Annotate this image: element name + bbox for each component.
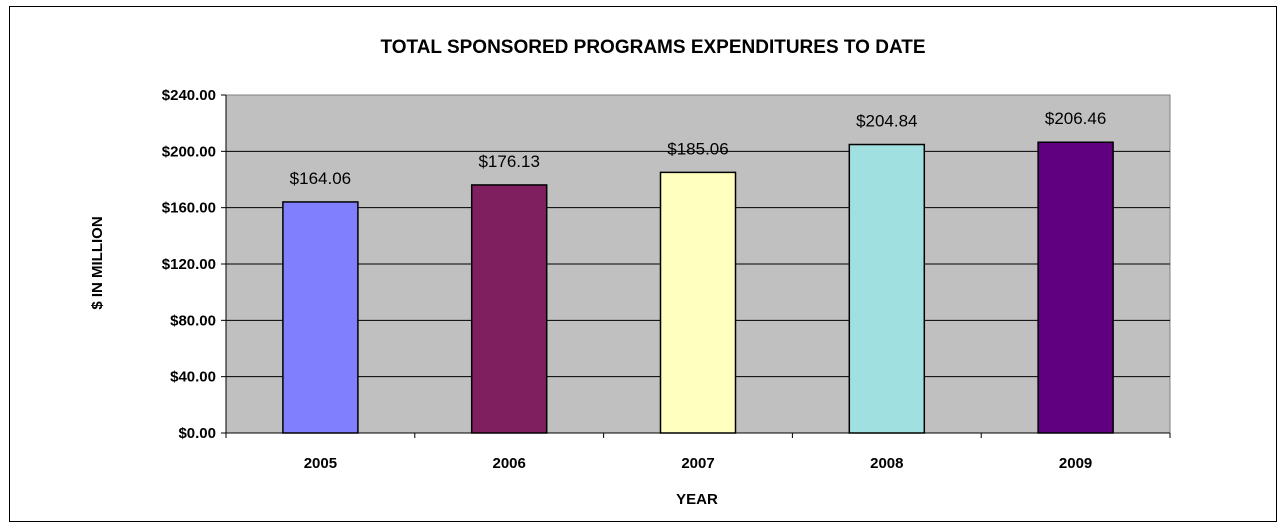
x-tick-label-2007: 2007 bbox=[681, 455, 714, 472]
y-tick-label: $80.00 bbox=[170, 312, 216, 329]
data-label-2009: $206.46 bbox=[1045, 109, 1106, 128]
bars bbox=[282, 141, 1114, 434]
y-tick-label: $160.00 bbox=[162, 200, 216, 217]
data-label-2008: $204.84 bbox=[856, 112, 917, 131]
bar-2006 bbox=[470, 184, 548, 434]
data-labels: $164.06 $176.13 $185.06 $204.84 $206.46 bbox=[290, 109, 1107, 188]
bar-2007 bbox=[659, 171, 737, 434]
x-axis-ticks: 2005 2006 2007 2008 2009 bbox=[225, 433, 1171, 472]
y-axis-title: $ IN MILLION bbox=[89, 216, 106, 309]
data-label-2007: $185.06 bbox=[667, 139, 728, 158]
data-label-2005: $164.06 bbox=[290, 169, 351, 188]
x-tick-label-2005: 2005 bbox=[304, 455, 337, 472]
bar-2009 bbox=[1037, 141, 1114, 434]
x-tick-label-2006: 2006 bbox=[493, 455, 526, 472]
data-label-2006: $176.13 bbox=[478, 152, 539, 171]
bar-2005 bbox=[282, 201, 359, 434]
y-tick-label: $0.00 bbox=[178, 425, 216, 442]
chart-title: TOTAL SPONSORED PROGRAMS EXPENDITURES TO… bbox=[380, 37, 925, 58]
x-tick-label-2009: 2009 bbox=[1059, 455, 1092, 472]
bar-chart: TOTAL SPONSORED PROGRAMS EXPENDITURES TO… bbox=[89, 37, 1171, 508]
x-axis-title: YEAR bbox=[676, 491, 718, 508]
bar-2008 bbox=[848, 143, 926, 434]
y-tick-label: $240.00 bbox=[162, 87, 216, 104]
x-tick-label-2008: 2008 bbox=[870, 455, 903, 472]
y-axis-ticks: $0.00 $40.00 $80.00 $120.00 $160.00 $200.00 $2… bbox=[162, 87, 226, 442]
y-tick-label: $40.00 bbox=[170, 369, 216, 386]
chart-frame: TOTAL SPONSORED PROGRAMS EXPENDITURES TO… bbox=[9, 6, 1277, 522]
y-tick-label: $200.00 bbox=[162, 143, 216, 160]
y-tick-label: $120.00 bbox=[162, 256, 216, 273]
